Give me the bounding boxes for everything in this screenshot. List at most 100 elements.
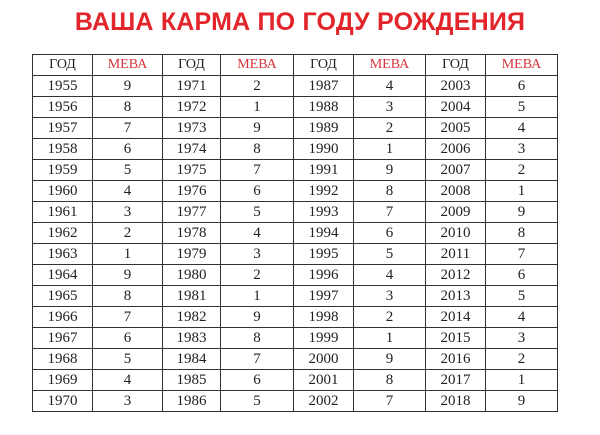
year-cell: 1981 — [162, 285, 221, 307]
meva-cell: 6 — [92, 327, 163, 349]
year-cell: 1985 — [162, 369, 221, 391]
table-row: 1964 9 1980 2 1996 4 2012 6 — [32, 264, 558, 286]
year-cell: 1999 — [293, 327, 354, 349]
meva-cell: 3 — [92, 201, 163, 223]
year-cell: 2010 — [425, 222, 486, 244]
year-cell: 1972 — [162, 96, 221, 118]
meva-cell: 4 — [485, 117, 558, 139]
year-cell: 1986 — [162, 390, 221, 412]
meva-cell: 4 — [353, 264, 426, 286]
table-row: 1969 4 1985 6 2001 8 2017 1 — [32, 369, 558, 391]
meva-cell: 2 — [353, 306, 426, 328]
year-cell: 1968 — [32, 348, 93, 370]
column-header-year: ГОД — [425, 54, 486, 76]
year-cell: 1978 — [162, 222, 221, 244]
year-cell: 2017 — [425, 369, 486, 391]
year-cell: 1959 — [32, 159, 93, 181]
year-cell: 2012 — [425, 264, 486, 286]
year-cell: 1989 — [293, 117, 354, 139]
column-header-year: ГОД — [162, 54, 221, 76]
year-cell: 1991 — [293, 159, 354, 181]
year-cell: 1987 — [293, 75, 354, 97]
meva-cell: 8 — [220, 327, 294, 349]
meva-cell: 7 — [353, 201, 426, 223]
meva-cell: 5 — [353, 243, 426, 265]
meva-cell: 4 — [485, 306, 558, 328]
column-header-meva: МЕВА — [485, 54, 558, 76]
meva-cell: 8 — [485, 222, 558, 244]
year-cell: 1993 — [293, 201, 354, 223]
meva-cell: 4 — [92, 369, 163, 391]
table-row: 1959 5 1975 7 1991 9 2007 2 — [32, 159, 558, 181]
table-row: 1965 8 1981 1 1997 3 2013 5 — [32, 285, 558, 307]
meva-cell: 5 — [485, 96, 558, 118]
meva-cell: 7 — [92, 306, 163, 328]
year-cell: 1990 — [293, 138, 354, 160]
table-row: 1966 7 1982 9 1998 2 2014 4 — [32, 306, 558, 328]
year-cell: 1958 — [32, 138, 93, 160]
column-header-year: ГОД — [293, 54, 354, 76]
meva-cell: 8 — [353, 369, 426, 391]
year-cell: 1982 — [162, 306, 221, 328]
year-cell: 1975 — [162, 159, 221, 181]
year-cell: 1997 — [293, 285, 354, 307]
meva-cell: 6 — [485, 264, 558, 286]
table-row: 1960 4 1976 6 1992 8 2008 1 — [32, 180, 558, 202]
year-cell: 1962 — [32, 222, 93, 244]
meva-cell: 3 — [485, 327, 558, 349]
year-cell: 1974 — [162, 138, 221, 160]
year-cell: 2000 — [293, 348, 354, 370]
table-row: 1955 9 1971 2 1987 4 2003 6 — [32, 75, 558, 97]
meva-cell: 2 — [353, 117, 426, 139]
meva-cell: 1 — [485, 180, 558, 202]
meva-cell: 8 — [92, 96, 163, 118]
year-cell: 1976 — [162, 180, 221, 202]
year-cell: 1965 — [32, 285, 93, 307]
year-cell: 2013 — [425, 285, 486, 307]
meva-cell: 9 — [220, 117, 294, 139]
meva-cell: 4 — [92, 180, 163, 202]
table-row: 1958 6 1974 8 1990 1 2006 3 — [32, 138, 558, 160]
column-header-meva: МЕВА — [353, 54, 426, 76]
page-title: ВАША КАРМА ПО ГОДУ РОЖДЕНИЯ — [74, 8, 526, 36]
year-cell: 1967 — [32, 327, 93, 349]
meva-cell: 9 — [485, 201, 558, 223]
meva-cell: 9 — [485, 390, 558, 412]
year-cell: 2003 — [425, 75, 486, 97]
meva-cell: 2 — [220, 264, 294, 286]
meva-cell: 3 — [485, 138, 558, 160]
year-cell: 1984 — [162, 348, 221, 370]
meva-cell: 3 — [353, 285, 426, 307]
meva-cell: 1 — [353, 138, 426, 160]
meva-cell: 2 — [92, 222, 163, 244]
year-cell: 2015 — [425, 327, 486, 349]
year-cell: 1994 — [293, 222, 354, 244]
meva-cell: 7 — [353, 390, 426, 412]
meva-cell: 6 — [92, 138, 163, 160]
year-cell: 1956 — [32, 96, 93, 118]
year-cell: 1977 — [162, 201, 221, 223]
table-row: 1963 1 1979 3 1995 5 2011 7 — [32, 243, 558, 265]
year-cell: 2005 — [425, 117, 486, 139]
year-cell: 1961 — [32, 201, 93, 223]
table-row: 1956 8 1972 1 1988 3 2004 5 — [32, 96, 558, 118]
meva-cell: 2 — [220, 75, 294, 97]
year-cell: 2007 — [425, 159, 486, 181]
year-cell: 2009 — [425, 201, 486, 223]
meva-cell: 1 — [485, 369, 558, 391]
meva-cell: 9 — [353, 159, 426, 181]
karma-table: ГОД МЕВА ГОД МЕВА ГОД МЕВА ГОД МЕВА 1955 9 1971 2 1… — [32, 54, 558, 412]
year-cell: 2014 — [425, 306, 486, 328]
year-cell: 1964 — [32, 264, 93, 286]
year-cell: 1995 — [293, 243, 354, 265]
meva-cell: 6 — [353, 222, 426, 244]
year-cell: 1980 — [162, 264, 221, 286]
meva-cell: 7 — [92, 117, 163, 139]
year-cell: 1973 — [162, 117, 221, 139]
year-cell: 1996 — [293, 264, 354, 286]
meva-cell: 9 — [220, 306, 294, 328]
meva-cell: 5 — [220, 201, 294, 223]
meva-cell: 9 — [92, 75, 163, 97]
year-cell: 1998 — [293, 306, 354, 328]
year-cell: 2006 — [425, 138, 486, 160]
